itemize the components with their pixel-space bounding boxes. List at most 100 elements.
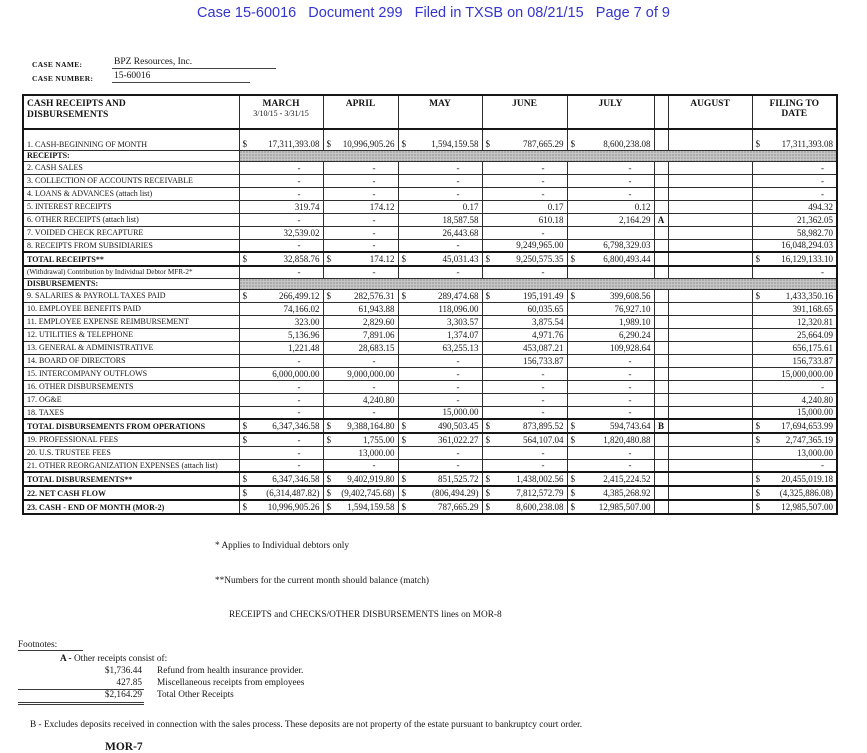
table-cell <box>667 128 753 151</box>
dollar-sign: $ <box>242 434 248 445</box>
table-row: 15. INTERCOMPANY OUTFLOWS 6,000,000.00 9,0… <box>22 366 838 381</box>
table-cell <box>653 366 669 381</box>
col-header-note <box>653 94 669 130</box>
table-cell: - <box>322 458 399 473</box>
table-cell: 0.17 <box>397 199 483 214</box>
dollar-sign: $ <box>570 254 576 264</box>
table-cell: - <box>397 186 483 201</box>
table-row: 17. OG&E -4,240.80- - -4,240.80 <box>22 392 838 407</box>
table-cell <box>667 499 753 515</box>
table-cell <box>653 314 669 329</box>
dollar-sign: $ <box>755 502 761 512</box>
table-cell: $399,608.56 <box>566 288 655 303</box>
table-cell: 6,798,329.03 <box>566 238 655 253</box>
footnote-amount: $2,164.29 <box>18 690 144 705</box>
row-label: TOTAL DISBURSEMENTS** <box>22 471 240 487</box>
table-cell: $6,347,346.58 <box>238 471 324 487</box>
table-cell: - <box>397 445 483 460</box>
case-name-label: CASE NAME: <box>32 60 83 69</box>
table-cell: 156,733.87 <box>481 353 568 368</box>
col-header-may: MAY <box>397 94 483 130</box>
row-label: 4. LOANS & ADVANCES (attach list) <box>22 186 240 201</box>
dollar-sign: $ <box>755 488 761 498</box>
note-asterisk: * Applies to Individual debtors only <box>215 541 350 551</box>
table-cell: 63,255.13 <box>397 340 483 355</box>
dollar-sign: $ <box>326 434 332 445</box>
table-cell: $8,600,238.08 <box>481 499 568 515</box>
table-cell: - <box>397 160 483 175</box>
table-cell <box>667 199 753 214</box>
table-cell: 1,221.48 <box>238 340 324 355</box>
table-cell: 2,164.29 <box>566 212 655 227</box>
table-row: 11. EMPLOYEE EXPENSE REIMBURSEMENT 323.00… <box>22 314 838 329</box>
table-cell <box>667 288 753 303</box>
dollar-sign: $ <box>242 502 248 512</box>
table-cell: - <box>397 238 483 253</box>
table-cell <box>653 432 669 447</box>
table-cell <box>667 314 753 329</box>
table-cell: $1,820,480.88 <box>566 432 655 447</box>
table-cell: - <box>566 405 655 420</box>
row-label: 2. CASH SALES <box>22 160 240 175</box>
table-cell: - <box>238 212 324 227</box>
table-cell: 391,168.65 <box>751 301 838 316</box>
footnotes-section: Footnotes: A - Other receipts consist of… <box>18 640 867 705</box>
table-cell <box>667 301 753 316</box>
footnotes-heading: Footnotes: <box>18 640 84 651</box>
row-label: 13. GENERAL & ADMINISTRATIVE <box>22 340 240 355</box>
dollar-sign: $ <box>570 488 576 498</box>
table-cell <box>667 405 753 420</box>
dollar-sign: $ <box>242 488 248 498</box>
dollar-sign: $ <box>326 290 332 301</box>
row-label: RECEIPTS: <box>22 149 240 162</box>
table-cell: 26,443.68 <box>397 225 483 240</box>
table-cell: 16,048,294.03 <box>751 238 838 253</box>
table-cell: - <box>566 379 655 394</box>
table-cell: $1,433,350.16 <box>751 288 838 303</box>
table-cell: 7,891.06 <box>322 327 399 342</box>
table-cell: - <box>322 379 399 394</box>
table-cell: $16,129,133.10 <box>751 251 838 267</box>
table-cell: - <box>322 186 399 201</box>
table-cell: $17,311,393.08 <box>238 128 324 151</box>
footnote-a-text: Other receipts consist of: <box>73 654 168 664</box>
table-cell: - <box>238 405 324 420</box>
table-cell: $6,347,346.58 <box>238 418 324 434</box>
dollar-sign: $ <box>485 474 491 484</box>
dollar-sign: $ <box>242 138 248 149</box>
table-cell <box>667 458 753 473</box>
footnote-amount: 427.85 <box>18 678 144 690</box>
table-cell <box>667 471 753 487</box>
table-row: 7. VOIDED CHECK RECAPTURE 32,539.02-26,44… <box>22 225 838 240</box>
table-cell <box>667 160 753 175</box>
table-cell: 1,989.10 <box>566 314 655 329</box>
dollar-sign: $ <box>401 254 407 264</box>
table-cell: 13,000.00 <box>751 445 838 460</box>
table-cell: - <box>322 265 399 279</box>
table-cell <box>653 251 669 267</box>
table-cell: 18,587.58 <box>397 212 483 227</box>
table-row: 14. BOARD OF DIRECTORS - - -156,733.87-156,… <box>22 353 838 368</box>
table-cell <box>667 265 753 279</box>
table-cell <box>667 485 753 501</box>
table-cell: $17,311,393.08 <box>751 128 838 151</box>
row-label: DISBURSEMENTS: <box>22 277 240 290</box>
table-row: 19. PROFESSIONAL FEES $ - $1,755.00 $361,022… <box>22 432 838 447</box>
table-cell: - <box>397 353 483 368</box>
table-cell: $10,996,905.26 <box>238 499 324 515</box>
col-header-march: MARCH 3/10/15 - 3/31/15 <box>238 94 324 130</box>
table-cell: - <box>322 212 399 227</box>
dollar-sign: $ <box>570 290 576 301</box>
row-label: 3. COLLECTION OF ACCOUNTS RECEIVABLE <box>22 173 240 188</box>
dollar-sign: $ <box>755 421 761 431</box>
table-cell <box>653 128 669 151</box>
table-cell: - <box>238 238 324 253</box>
row-label: 10. EMPLOYEE BENEFITS PAID <box>22 301 240 316</box>
table-cell <box>653 445 669 460</box>
case-info: CASE NAME: BPZ Resources, Inc. CASE NUMB… <box>32 57 867 83</box>
table-cell: - <box>238 160 324 175</box>
table-cell: $17,694,653.99 <box>751 418 838 434</box>
table-cell: 21,362.05 <box>751 212 838 227</box>
table-cell <box>653 471 669 487</box>
table-cell: $12,985,507.00 <box>566 499 655 515</box>
